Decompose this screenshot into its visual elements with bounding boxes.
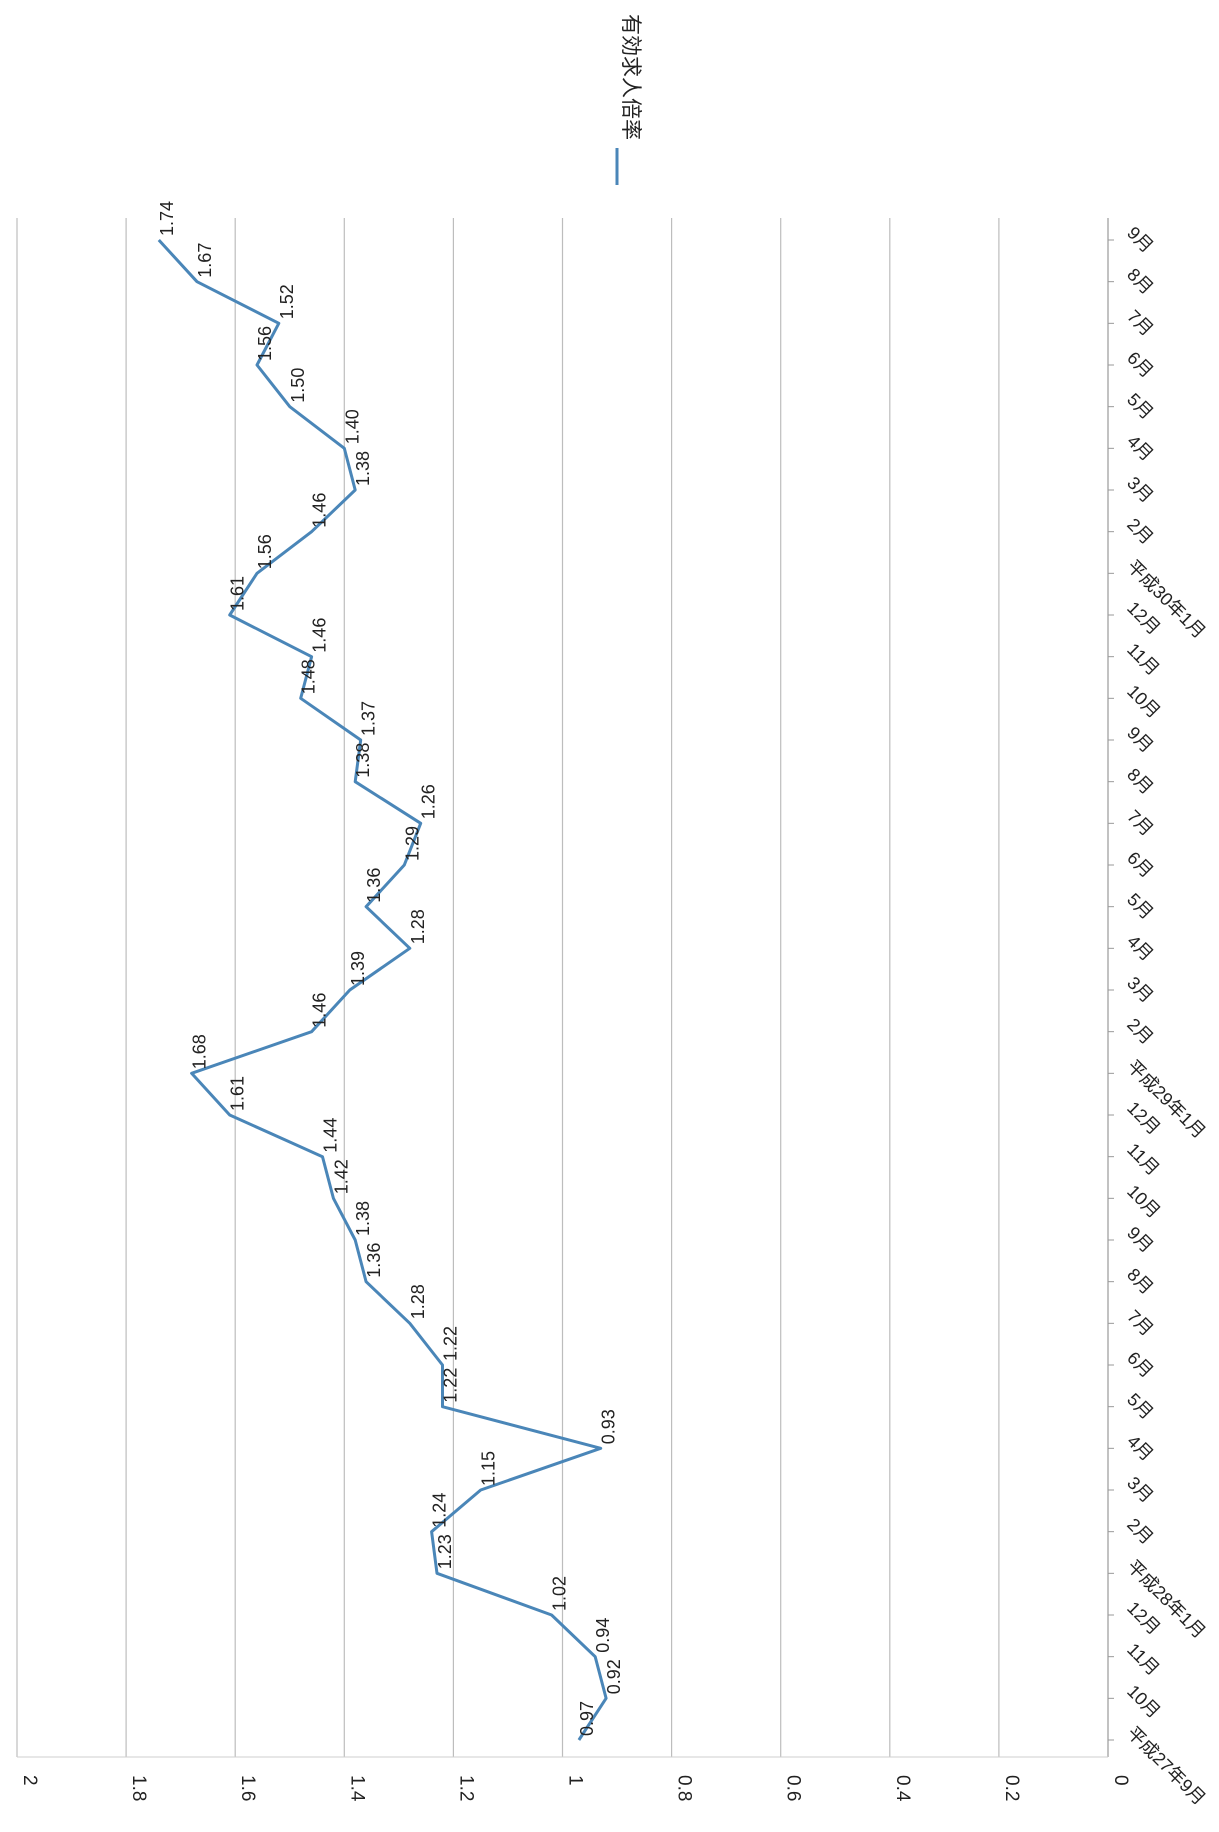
x-tick-label: 4月 bbox=[1123, 931, 1157, 965]
data-label: 1.56 bbox=[255, 326, 275, 361]
x-tick-label: 10月 bbox=[1123, 681, 1164, 722]
x-tick-label: 3月 bbox=[1123, 1473, 1157, 1507]
x-tick-label: 6月 bbox=[1123, 348, 1157, 382]
x-tick-label: 7月 bbox=[1123, 1306, 1157, 1340]
data-label: 1.39 bbox=[348, 951, 368, 986]
data-label: 1.23 bbox=[435, 1534, 455, 1569]
y-tick-label: 1 bbox=[565, 1775, 586, 1786]
data-label: 1.26 bbox=[419, 784, 439, 819]
data-label: 1.61 bbox=[228, 1076, 248, 1111]
data-label: 1.42 bbox=[331, 1159, 351, 1194]
y-tick-label: 1.6 bbox=[237, 1775, 258, 1801]
data-label: 1.50 bbox=[288, 368, 308, 403]
x-tick-label: 5月 bbox=[1123, 389, 1157, 423]
x-tick-label: 6月 bbox=[1123, 848, 1157, 882]
data-label: 0.94 bbox=[593, 1618, 613, 1653]
x-tick-label: 8月 bbox=[1123, 264, 1157, 298]
data-label: 1.68 bbox=[190, 1034, 210, 1069]
data-label: 1.28 bbox=[408, 1284, 428, 1319]
value-axis: 0 0.2 0.4 0.6 0.8 1 1.2 1.4 1.6 1.8 2 bbox=[19, 1775, 1131, 1802]
x-tick-label: 9月 bbox=[1123, 1223, 1157, 1257]
data-label: 1.52 bbox=[277, 284, 297, 319]
series-line bbox=[157, 238, 608, 1741]
x-tick-label: 8月 bbox=[1123, 764, 1157, 798]
data-label: 0.92 bbox=[604, 1659, 624, 1694]
data-label: 1.46 bbox=[310, 993, 330, 1028]
data-label: 1.61 bbox=[228, 576, 248, 611]
y-tick-label: 1.2 bbox=[455, 1775, 476, 1801]
x-tick-label: 6月 bbox=[1123, 1348, 1157, 1382]
y-tick-label: 0.2 bbox=[1001, 1775, 1022, 1801]
data-label: 1.40 bbox=[342, 409, 362, 444]
x-tick-label: 3月 bbox=[1123, 473, 1157, 507]
x-tick-label: 10月 bbox=[1123, 1681, 1164, 1722]
data-label: 1.48 bbox=[299, 659, 319, 694]
y-tick-label: 2 bbox=[19, 1775, 40, 1786]
data-label: 1.44 bbox=[321, 1118, 341, 1153]
x-tick-label: 4月 bbox=[1123, 1431, 1157, 1465]
data-label: 1.56 bbox=[255, 534, 275, 569]
y-tick-label: 1.4 bbox=[346, 1775, 367, 1802]
x-tick-label: 4月 bbox=[1123, 431, 1157, 465]
legend: 有効求人倍率 bbox=[615, 14, 642, 185]
series-line-group bbox=[157, 238, 608, 1741]
x-tick-label: 8月 bbox=[1123, 1264, 1157, 1298]
data-label: 0.93 bbox=[599, 1409, 619, 1444]
x-tick-label: 10月 bbox=[1123, 1181, 1164, 1222]
data-label: 1.46 bbox=[310, 618, 330, 653]
x-tick-label: 9月 bbox=[1123, 223, 1157, 257]
data-label: 1.28 bbox=[408, 909, 428, 944]
data-label: 1.36 bbox=[364, 868, 384, 903]
x-tick-label: 7月 bbox=[1123, 806, 1157, 840]
x-tick-label: 7月 bbox=[1123, 306, 1157, 340]
data-label: 1.38 bbox=[353, 451, 373, 486]
data-label: 1.15 bbox=[479, 1451, 499, 1486]
gridlines bbox=[16, 218, 1109, 1758]
data-label: 1.22 bbox=[441, 1368, 461, 1403]
data-label: 1.29 bbox=[402, 826, 422, 861]
x-tick-label: 11月 bbox=[1123, 1139, 1163, 1179]
x-tick-label: 2月 bbox=[1123, 1014, 1157, 1048]
data-label: 1.37 bbox=[359, 701, 379, 736]
data-label: 1.22 bbox=[441, 1326, 461, 1361]
x-tick-label: 2月 bbox=[1123, 1514, 1157, 1548]
legend-label: 有効求人倍率 bbox=[619, 14, 642, 140]
y-tick-label: 0 bbox=[1110, 1775, 1131, 1786]
data-label: 1.36 bbox=[364, 1243, 384, 1278]
x-tick-label: 9月 bbox=[1123, 723, 1157, 757]
y-tick-label: 0.4 bbox=[892, 1775, 913, 1802]
data-label: 1.74 bbox=[157, 201, 177, 236]
data-label: 1.38 bbox=[353, 1201, 373, 1236]
x-tick-label: 11月 bbox=[1123, 1639, 1163, 1679]
data-label: 1.67 bbox=[195, 243, 215, 278]
data-labels: 0.97 0.92 0.94 1.02 1.23 1.24 1.15 0.93 1.22 1.22… bbox=[157, 201, 624, 1736]
category-axis: 平成27年9月10月11月12月平成28年1月2月3月4月5月6月7月8月9月1… bbox=[1108, 223, 1209, 1809]
x-tick-label: 3月 bbox=[1123, 973, 1157, 1007]
data-label: 1.02 bbox=[550, 1576, 570, 1611]
x-tick-label: 2月 bbox=[1123, 514, 1157, 548]
x-tick-label: 5月 bbox=[1123, 1389, 1157, 1423]
data-label: 1.24 bbox=[430, 1493, 450, 1528]
x-tick-label: 5月 bbox=[1123, 889, 1157, 923]
y-tick-label: 1.8 bbox=[128, 1775, 149, 1801]
x-tick-label: 平成27年9月 bbox=[1123, 1723, 1209, 1809]
y-tick-label: 0.6 bbox=[783, 1775, 804, 1801]
x-tick-label: 11月 bbox=[1123, 639, 1163, 679]
data-label: 1.38 bbox=[353, 743, 373, 778]
data-label: 1.46 bbox=[310, 493, 330, 528]
y-tick-label: 0.8 bbox=[674, 1775, 695, 1801]
data-label: 0.97 bbox=[577, 1701, 597, 1736]
